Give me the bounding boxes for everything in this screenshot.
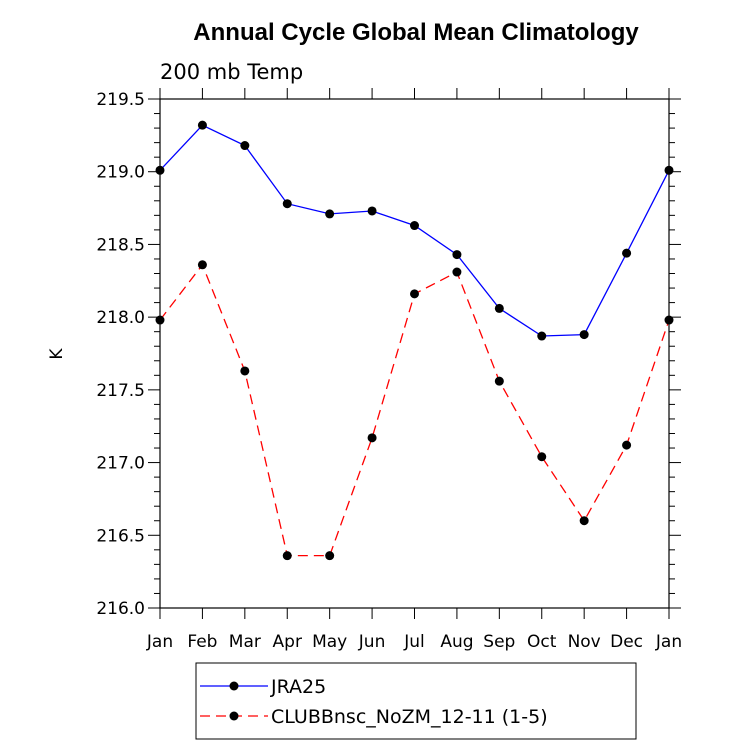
- x-tick-label: Jul: [403, 632, 425, 652]
- data-point: [197, 120, 207, 130]
- data-point: [240, 366, 250, 376]
- x-tick-label: Dec: [610, 632, 643, 652]
- y-tick-label: 217.5: [96, 381, 145, 401]
- x-tick-label: Jun: [358, 632, 386, 652]
- x-tick-label: May: [312, 632, 347, 652]
- data-point: [325, 551, 335, 561]
- y-tick-label: 216.0: [96, 599, 145, 619]
- data-point: [410, 221, 419, 231]
- axes: 216.0 216.5 217.0 217.5 218.0 218.5 219.0 219.5…: [96, 88, 682, 652]
- x-tick-label: Jan: [655, 632, 682, 652]
- data-point: [537, 452, 547, 462]
- x-tick-label: Sep: [483, 632, 515, 652]
- data-point: [282, 199, 292, 209]
- data-point: [410, 289, 419, 299]
- x-tick-label: Nov: [568, 632, 601, 652]
- data-point: [452, 250, 462, 260]
- x-tick-label: Aug: [440, 632, 473, 652]
- data-point: [622, 248, 632, 258]
- chart-subtitle: 200 mb Temp: [160, 60, 303, 84]
- data-point: [664, 315, 674, 325]
- data-point: [579, 516, 589, 526]
- y-axis-label: K: [47, 348, 67, 360]
- data-point: [197, 260, 207, 270]
- series-line: [159, 263, 670, 557]
- data-point: [155, 165, 165, 175]
- series-line: [159, 124, 670, 337]
- y-tick-label: 218.0: [96, 308, 145, 328]
- legend-label: JRA25: [270, 676, 326, 698]
- series-clubbnsc: [155, 260, 674, 561]
- data-point: [664, 165, 674, 175]
- y-tick-label: 219.5: [96, 90, 145, 110]
- data-point: [155, 315, 165, 325]
- x-tick-label: Apr: [273, 632, 302, 652]
- legend-label: CLUBBnsc_NoZM_12-11 (1-5): [271, 706, 548, 728]
- data-point: [537, 331, 547, 341]
- legend-marker: [229, 711, 239, 721]
- data-point: [579, 330, 589, 340]
- data-point: [282, 551, 292, 561]
- legend: JRA25 CLUBBnsc_NoZM_12-11 (1-5): [195, 662, 637, 740]
- x-tick-label: Feb: [187, 632, 217, 652]
- data-point: [240, 141, 250, 151]
- y-tick-label: 217.0: [96, 454, 145, 474]
- data-point: [367, 433, 377, 443]
- x-tick-label: Mar: [229, 632, 261, 652]
- x-tick-label: Oct: [527, 632, 557, 652]
- chart-title: Annual Cycle Global Mean Climatology: [193, 19, 639, 46]
- data-point: [494, 303, 504, 313]
- x-tick-label: Jan: [146, 632, 173, 652]
- data-point: [452, 267, 462, 277]
- data-point: [622, 440, 632, 450]
- y-tick-label: 219.0: [96, 163, 145, 183]
- series-jra25: [155, 120, 674, 341]
- data-point: [494, 376, 504, 386]
- series-layer: [155, 120, 674, 561]
- legend-marker: [229, 681, 239, 691]
- y-tick-label: 218.5: [96, 235, 145, 255]
- plot-frame: [159, 98, 670, 609]
- data-point: [325, 209, 335, 219]
- legend-box: [195, 662, 637, 740]
- y-tick-label: 216.5: [96, 526, 145, 546]
- data-point: [367, 206, 377, 216]
